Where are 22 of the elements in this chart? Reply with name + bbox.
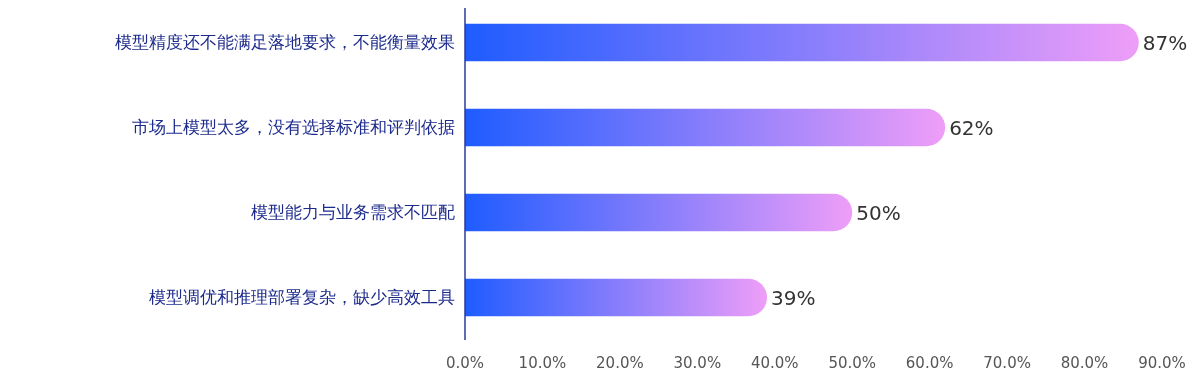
text: 39% [771,285,816,310]
text: 87% [1142,30,1188,55]
x-tick-label: 90.0% [1138,354,1186,372]
x-tick-label: 60.0% [905,354,954,372]
y-tick-label: 模型精度还不能满足落地要求，不能衡量效果 [115,32,455,53]
text: 50% [856,200,901,225]
x-tick-label: 30.0% [673,354,722,372]
x-tick-label: 50.0% [828,354,877,372]
y-tick-label: 模型能力与业务需求不匹配 [251,202,455,223]
x-tick-label: 40.0% [750,354,799,372]
bar [465,278,767,317]
x-tick-label: 20.0% [596,354,644,372]
x-tick-label: 70.0% [983,354,1031,372]
bar [465,23,1139,62]
bar [465,193,853,232]
x-tick-label: 80.0% [1060,354,1109,372]
x-tick-label: 0.0% [445,354,485,372]
bar [465,108,946,147]
y-tick-label: 市场上模型太多，没有选择标准和评判依据 [132,117,455,138]
text: 62% [949,115,994,140]
y-tick-label: 模型调优和推理部署复杂，缺少高效工具 [149,287,455,308]
x-tick-label: 10.0% [518,354,567,372]
